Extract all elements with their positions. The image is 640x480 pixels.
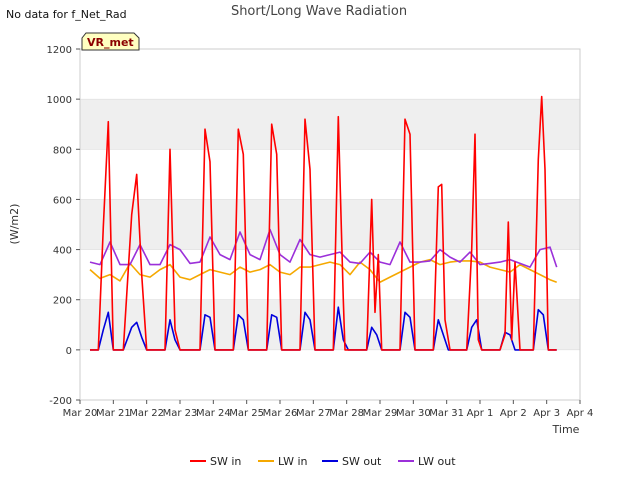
no-data-note: No data for f_Net_Rad — [6, 8, 127, 21]
x-tick-label: Apr 2 — [500, 408, 527, 419]
x-tick-label: Mar 26 — [263, 408, 298, 419]
x-tick-label: Mar 28 — [329, 408, 364, 419]
x-tick-label: Mar 25 — [229, 408, 264, 419]
vr-met-badge: VR_met — [81, 32, 140, 51]
x-tick-label: Mar 20 — [63, 408, 98, 419]
legend: SW in LW in SW out LW out — [190, 455, 456, 468]
x-tick-label: Mar 21 — [96, 408, 131, 419]
x-tick-label: Mar 27 — [296, 408, 331, 419]
plot-frame — [79, 48, 581, 401]
y-tick-label: 600 — [53, 195, 72, 206]
y-tick-label: 0 — [66, 346, 72, 357]
legend-label-sw-out: SW out — [342, 455, 382, 468]
grid-band — [80, 299, 580, 350]
y-axis-label: (W/m2) — [8, 204, 21, 245]
legend-label-lw-in: LW in — [278, 455, 308, 468]
y-tick-label: 400 — [53, 246, 72, 257]
badge-label: VR_met — [87, 36, 134, 49]
series-sw-in-line — [90, 95, 557, 351]
x-tick-label: Mar 31 — [429, 408, 464, 419]
grid-band — [80, 99, 580, 150]
y-axis-ticks: -200 0 200 400 600 800 1000 1200 — [47, 45, 80, 407]
x-tick-label: Apr 3 — [533, 408, 560, 419]
y-tick-label: -200 — [49, 396, 72, 407]
series-lw-in-line — [89, 258, 557, 283]
x-tick-label: Apr 4 — [567, 408, 594, 419]
y-tick-label: 1200 — [47, 45, 72, 56]
series-lines — [89, 95, 558, 351]
x-tick-label: Mar 29 — [363, 408, 398, 419]
x-tick-label: Mar 23 — [163, 408, 198, 419]
y-tick-label: 1000 — [47, 95, 72, 106]
x-axis-label: Time — [552, 423, 580, 436]
legend-label-lw-out: LW out — [418, 455, 456, 468]
x-tick-label: Mar 30 — [396, 408, 431, 419]
grid-band — [80, 199, 580, 250]
x-tick-label: Mar 22 — [129, 408, 164, 419]
x-tick-label: Mar 24 — [196, 408, 231, 419]
x-tick-label: Apr 1 — [467, 408, 494, 419]
chart-title: Short/Long Wave Radiation — [231, 4, 407, 19]
y-tick-label: 800 — [53, 145, 72, 156]
legend-label-sw-in: SW in — [210, 455, 241, 468]
plot-background — [79, 48, 581, 401]
y-tick-label: 200 — [53, 296, 72, 307]
